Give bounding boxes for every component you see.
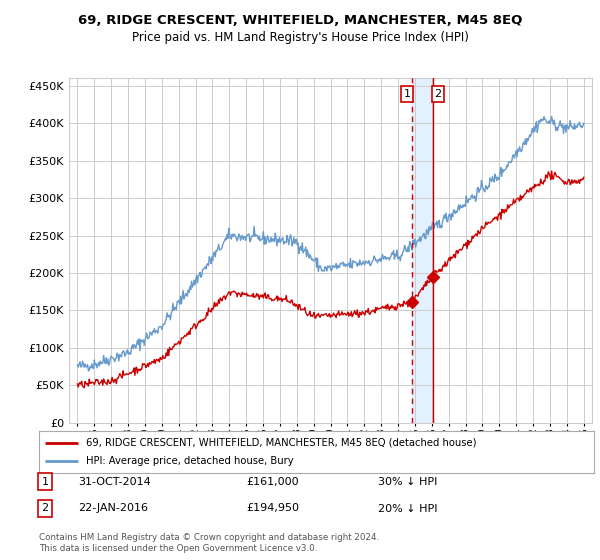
Text: HPI: Average price, detached house, Bury: HPI: Average price, detached house, Bury xyxy=(86,456,294,466)
Text: 20% ↓ HPI: 20% ↓ HPI xyxy=(378,503,437,514)
Text: 31-OCT-2014: 31-OCT-2014 xyxy=(78,477,151,487)
Text: Contains HM Land Registry data © Crown copyright and database right 2024.
This d: Contains HM Land Registry data © Crown c… xyxy=(39,533,379,553)
Text: 69, RIDGE CRESCENT, WHITEFIELD, MANCHESTER, M45 8EQ (detached house): 69, RIDGE CRESCENT, WHITEFIELD, MANCHEST… xyxy=(86,438,476,448)
Text: Price paid vs. HM Land Registry's House Price Index (HPI): Price paid vs. HM Land Registry's House … xyxy=(131,31,469,44)
Text: 1: 1 xyxy=(403,88,410,99)
Text: 2: 2 xyxy=(41,503,49,514)
Text: 69, RIDGE CRESCENT, WHITEFIELD, MANCHESTER, M45 8EQ: 69, RIDGE CRESCENT, WHITEFIELD, MANCHEST… xyxy=(78,14,522,27)
Text: 30% ↓ HPI: 30% ↓ HPI xyxy=(378,477,437,487)
Text: 2: 2 xyxy=(434,88,442,99)
Text: £161,000: £161,000 xyxy=(246,477,299,487)
Bar xyxy=(412,78,433,423)
Text: 1: 1 xyxy=(41,477,49,487)
Text: £194,950: £194,950 xyxy=(246,503,299,514)
Text: 22-JAN-2016: 22-JAN-2016 xyxy=(78,503,148,514)
